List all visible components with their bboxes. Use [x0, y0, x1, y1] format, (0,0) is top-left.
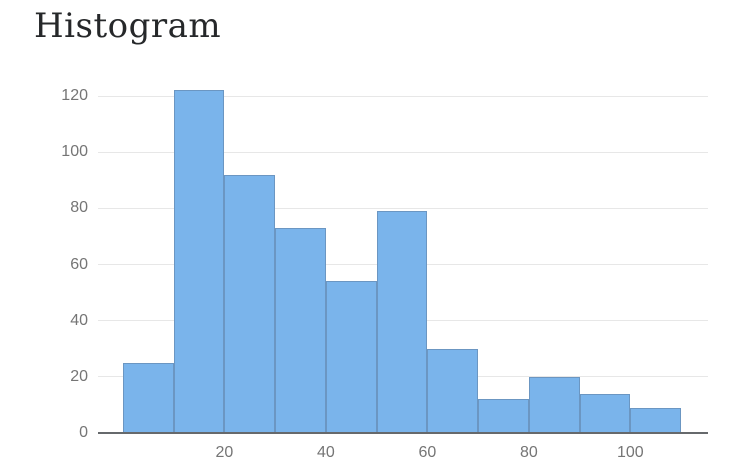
y-gridline: [98, 95, 708, 97]
y-axis-tick-label: 0: [79, 424, 88, 441]
histogram-bar: [275, 227, 326, 433]
x-axis-tick-label: 80: [519, 444, 538, 461]
histogram-bar: [224, 174, 276, 433]
histogram-bar: [528, 376, 580, 433]
histogram-bar: [173, 90, 225, 433]
histogram-bar: [376, 211, 428, 433]
y-gridline: [98, 207, 708, 209]
x-axis-line: [98, 432, 708, 434]
histogram-bar: [427, 348, 479, 433]
y-axis-tick-label: 100: [61, 143, 88, 161]
y-axis-tick-label: 120: [61, 87, 88, 104]
y-axis-tick-label: 20: [70, 367, 88, 385]
chart-title: Histogram: [34, 6, 222, 46]
histogram-bar: [630, 407, 682, 433]
histogram-bar: [122, 362, 174, 433]
histogram-bar: [325, 281, 377, 433]
y-axis-tick-label: 40: [70, 311, 88, 329]
x-axis-tick-label: 100: [616, 444, 644, 461]
y-gridline: [98, 151, 708, 153]
x-axis-tick-label: 60: [418, 444, 437, 461]
y-axis-tick-label: 60: [70, 255, 88, 273]
histogram-bar: [579, 393, 631, 433]
x-axis-tick-label: 20: [215, 444, 234, 461]
plot-area: 0 20 40 60 80 100 120 20 40 60 80 100: [61, 87, 708, 461]
y-axis-tick-label: 80: [70, 199, 88, 217]
histogram-bar: [478, 399, 529, 433]
x-axis-tick-label: 40: [316, 444, 335, 461]
